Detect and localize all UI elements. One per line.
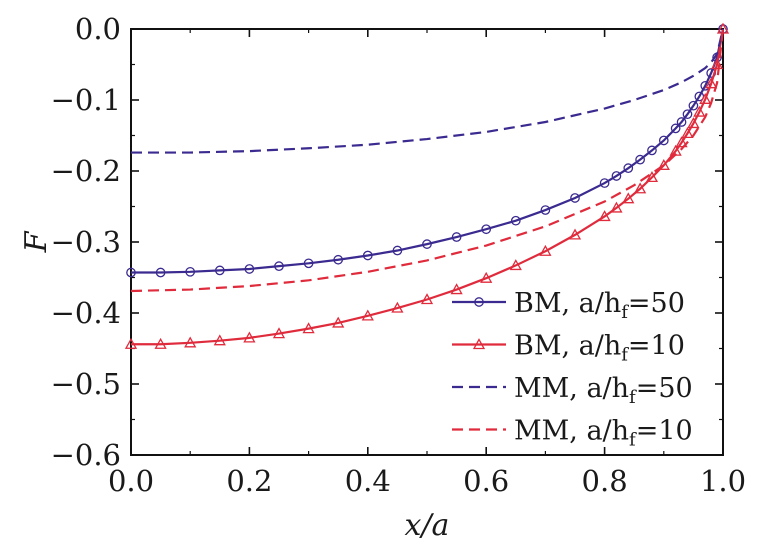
data-point-triangle xyxy=(687,117,700,129)
series-group xyxy=(124,22,730,349)
data-point-circle xyxy=(540,205,551,215)
data-point-triangle xyxy=(681,127,694,139)
legend-label: MM, a/hf=10 xyxy=(514,416,693,451)
data-point-circle xyxy=(658,135,669,146)
data-point-circle xyxy=(510,215,521,226)
legend: BM, a/hf=50 BM, a/hf=10 MM, a/hf=50 MM, a/h… xyxy=(452,288,693,451)
legend-label: BM, a/hf=50 xyxy=(514,288,685,323)
x-tick-label: 0.8 xyxy=(582,464,628,498)
data-point-circle xyxy=(214,265,225,276)
y-tick-label: −0.5 xyxy=(51,367,121,401)
data-point-circle xyxy=(570,193,580,203)
data-point-triangle xyxy=(610,201,623,213)
y-tick-label: −0.6 xyxy=(51,438,121,472)
data-point-circle xyxy=(422,239,432,249)
data-point-circle xyxy=(362,250,373,261)
data-point-circle xyxy=(333,254,344,265)
data-point-triangle xyxy=(472,338,486,350)
data-point-triangle xyxy=(332,316,345,328)
data-point-triangle xyxy=(705,77,718,89)
data-point-circle xyxy=(274,261,284,271)
y-tick-label: 0.0 xyxy=(75,12,121,46)
data-point-circle xyxy=(244,264,255,274)
data-point-triangle xyxy=(710,58,724,70)
data-point-triangle xyxy=(154,337,167,349)
data-point-triangle xyxy=(598,210,611,222)
data-point-triangle xyxy=(450,283,463,295)
data-point-triangle xyxy=(509,259,522,271)
series-line-1 xyxy=(131,28,725,274)
data-point-triangle xyxy=(213,334,226,346)
data-point-triangle xyxy=(391,301,404,313)
data-point-triangle xyxy=(361,309,374,321)
legend-label: BM, a/hf=10 xyxy=(514,331,685,366)
y-tick-label: −0.4 xyxy=(51,296,121,330)
data-point-triangle xyxy=(675,136,688,148)
y-tick-label: −0.1 xyxy=(51,83,121,117)
data-point-triangle xyxy=(699,92,712,104)
series-line-4 xyxy=(130,28,725,293)
x-axis-label: x/a xyxy=(405,508,450,543)
series-markers-1 xyxy=(126,24,728,278)
y-axis-ticks: 0.0 −0.1 −0.2 −0.3 −0.4 −0.5 −0.6 xyxy=(51,12,723,472)
data-point-circle xyxy=(392,245,403,256)
data-point-triangle xyxy=(480,271,493,283)
data-point-circle xyxy=(451,232,462,242)
y-axis-label: F xyxy=(19,230,54,253)
data-point-circle xyxy=(126,267,136,278)
data-point-triangle xyxy=(272,327,286,339)
x-tick-label: 0.4 xyxy=(345,464,391,498)
data-point-triangle xyxy=(657,158,670,170)
data-point-circle xyxy=(474,297,484,307)
data-point-triangle xyxy=(539,244,552,256)
data-point-circle xyxy=(623,163,634,174)
data-point-triangle xyxy=(634,182,647,194)
data-point-triangle xyxy=(420,293,434,305)
data-point-circle xyxy=(676,117,687,127)
series-markers-2 xyxy=(124,22,730,349)
data-point-circle xyxy=(647,145,657,156)
data-point-circle xyxy=(185,266,196,277)
data-point-triangle xyxy=(243,331,256,343)
data-point-circle xyxy=(688,100,699,111)
data-point-triangle xyxy=(693,105,706,117)
data-point-circle xyxy=(682,109,693,120)
data-point-triangle xyxy=(622,192,635,204)
data-point-triangle xyxy=(645,171,659,183)
data-point-circle xyxy=(155,267,166,278)
x-axis-ticks: 0.0 0.2 0.4 0.6 0.8 1.0 xyxy=(108,29,746,498)
data-point-circle xyxy=(611,171,622,181)
data-point-circle xyxy=(481,224,492,235)
x-tick-label: 0.6 xyxy=(463,464,509,498)
data-point-circle xyxy=(670,123,681,134)
data-point-triangle xyxy=(302,322,315,334)
data-point-circle xyxy=(599,178,610,188)
data-point-triangle xyxy=(568,228,582,240)
data-point-triangle xyxy=(184,336,197,348)
y-tick-label: −0.3 xyxy=(51,225,121,259)
series-line-3 xyxy=(131,28,725,154)
x-tick-label: 1.0 xyxy=(700,464,746,498)
legend-label: MM, a/hf=50 xyxy=(514,373,693,408)
data-point-circle xyxy=(635,154,645,165)
x-tick-label: 0.0 xyxy=(108,464,154,498)
x-tick-label: 0.2 xyxy=(226,464,272,498)
data-point-circle xyxy=(303,258,314,269)
data-point-triangle xyxy=(124,337,138,349)
y-tick-label: −0.2 xyxy=(51,154,121,188)
series-line-2 xyxy=(131,28,725,346)
